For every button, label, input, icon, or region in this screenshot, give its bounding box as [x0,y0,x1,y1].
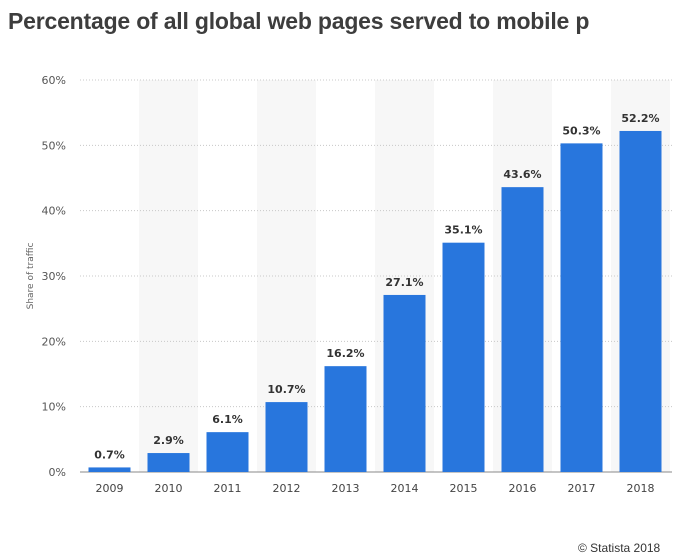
x-tick-label: 2009 [96,482,124,495]
data-label: 6.1% [212,413,243,426]
data-label: 50.3% [562,124,600,137]
bar [501,187,544,472]
x-tick-label: 2013 [332,482,360,495]
data-label: 16.2% [326,347,364,360]
bar [206,432,249,472]
x-tick-label: 2012 [273,482,301,495]
y-axis-label: Share of traffic [26,243,36,310]
y-tick-label: 30% [42,270,66,283]
y-tick-label: 10% [42,401,66,414]
data-label: 35.1% [444,224,482,237]
x-tick-label: 2014 [391,482,419,495]
y-tick-label: 60% [42,74,66,87]
y-tick-label: 40% [42,205,66,218]
bar [324,366,367,472]
y-tick-label: 0% [49,466,66,479]
data-label: 43.6% [503,168,541,181]
data-label: 52.2% [621,112,659,125]
data-label: 10.7% [267,383,305,396]
bar [442,242,485,472]
x-tick-label: 2018 [627,482,655,495]
chart-title: Percentage of all global web pages serve… [8,8,590,34]
x-tick-label: 2015 [450,482,478,495]
x-tick-label: 2010 [155,482,183,495]
bar [560,143,603,472]
band [139,80,198,472]
x-tick-label: 2011 [214,482,242,495]
bar [265,402,308,472]
x-tick-label: 2017 [568,482,596,495]
bar [383,294,426,472]
bar [88,467,131,472]
bar [147,453,190,472]
statista-credit[interactable]: © Statista 2018 [578,541,661,555]
bar [619,130,662,472]
data-label: 27.1% [385,276,423,289]
data-label: 0.7% [94,448,125,461]
y-tick-label: 50% [42,139,66,152]
y-tick-label: 20% [42,335,66,348]
x-tick-label: 2016 [509,482,537,495]
data-label: 2.9% [153,434,184,447]
